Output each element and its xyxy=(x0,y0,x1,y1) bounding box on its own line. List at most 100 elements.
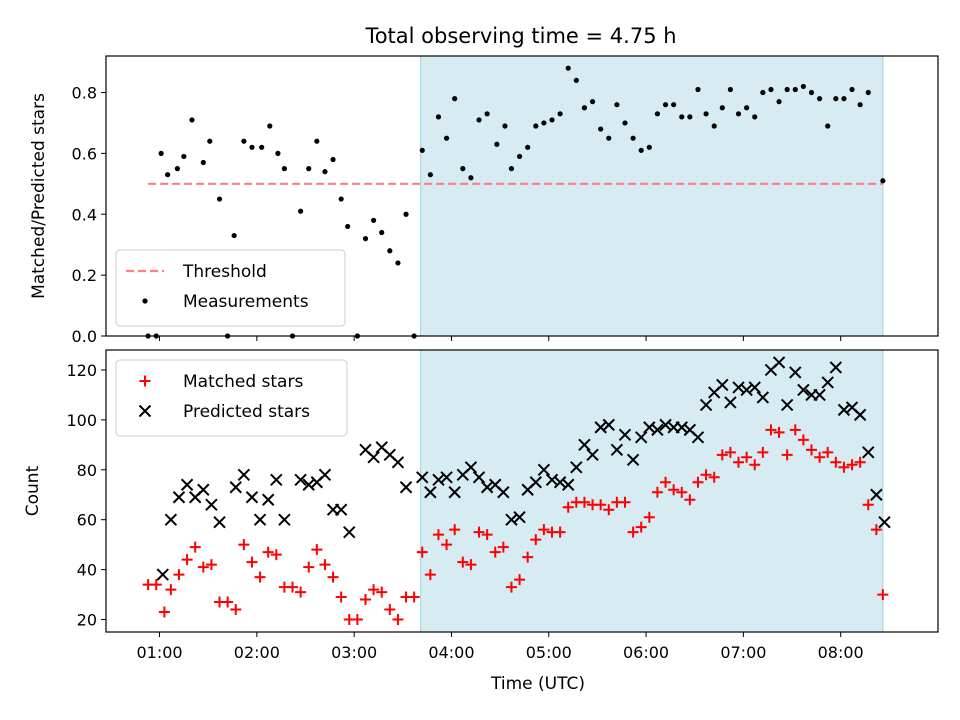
legend-handle-matched xyxy=(139,375,151,387)
y-tick-label: 0.2 xyxy=(72,266,97,285)
data-point xyxy=(508,166,515,172)
data-point xyxy=(870,488,883,501)
data-point xyxy=(800,83,806,90)
x-tick-label: 02:00 xyxy=(234,643,280,662)
data-point xyxy=(805,444,817,456)
data-point xyxy=(222,596,234,608)
data-point xyxy=(691,431,705,444)
data-point xyxy=(854,456,866,468)
data-point xyxy=(878,515,891,529)
data-point xyxy=(727,86,734,93)
data-point xyxy=(735,111,742,117)
data-point xyxy=(853,408,867,422)
data-point xyxy=(448,486,461,499)
data-point xyxy=(606,135,612,141)
data-point xyxy=(343,525,356,539)
data-point xyxy=(237,468,251,481)
data-point xyxy=(744,105,750,111)
data-point xyxy=(838,461,850,473)
x-axis-label: Time (UTC) xyxy=(490,674,585,694)
data-point xyxy=(502,123,508,129)
data-point xyxy=(825,123,831,129)
data-point xyxy=(476,117,482,123)
data-point xyxy=(338,196,344,202)
data-point xyxy=(817,96,823,102)
data-point xyxy=(813,388,826,402)
data-point xyxy=(627,526,639,538)
data-point xyxy=(679,114,685,120)
data-point xyxy=(522,551,534,563)
data-point xyxy=(181,153,187,160)
data-point xyxy=(403,211,409,217)
data-point xyxy=(578,438,591,452)
data-point xyxy=(484,111,490,117)
data-point xyxy=(387,248,393,254)
figure-title: Total observing time = 4.75 h xyxy=(364,24,676,48)
data-point xyxy=(724,396,737,409)
series-matched-stars xyxy=(142,424,889,626)
data-point xyxy=(419,147,425,153)
data-point xyxy=(457,556,469,568)
data-point xyxy=(262,546,274,558)
data-point xyxy=(716,378,729,392)
data-point xyxy=(752,114,758,120)
data-point xyxy=(189,541,201,553)
data-point xyxy=(497,486,510,499)
data-point xyxy=(692,476,704,488)
data-point xyxy=(173,569,185,581)
data-point xyxy=(545,473,559,486)
data-point xyxy=(295,586,307,598)
data-point xyxy=(197,483,210,496)
data-point xyxy=(303,561,315,573)
data-point xyxy=(384,604,396,616)
legend: Threshold Measurements xyxy=(115,249,346,327)
data-point xyxy=(626,453,640,467)
y-tick-label: 0.6 xyxy=(72,144,97,163)
data-point xyxy=(638,147,644,153)
data-point xyxy=(529,476,542,489)
x-tick-label: 08:00 xyxy=(818,643,864,662)
legend: Matched stars Predicted stars xyxy=(115,359,348,437)
data-point xyxy=(602,418,615,432)
series-measurements xyxy=(145,65,886,339)
data-point xyxy=(465,559,477,571)
data-point xyxy=(554,526,566,538)
data-point xyxy=(772,356,786,369)
data-point xyxy=(298,208,304,214)
data-point xyxy=(684,494,696,506)
data-point xyxy=(392,614,404,626)
data-point xyxy=(776,99,782,105)
data-point xyxy=(516,153,523,160)
data-point xyxy=(379,229,385,236)
data-point xyxy=(865,89,871,96)
data-point xyxy=(789,424,801,436)
data-point xyxy=(327,571,339,583)
y-axis-label: Count xyxy=(23,465,43,516)
data-point xyxy=(538,524,550,536)
data-point xyxy=(562,501,574,513)
data-point xyxy=(741,451,753,463)
data-point xyxy=(797,434,809,446)
data-point xyxy=(245,491,259,504)
legend-label: Measurements xyxy=(183,292,309,312)
data-point xyxy=(335,591,347,603)
data-point xyxy=(589,99,596,105)
data-point xyxy=(708,471,720,483)
data-point xyxy=(833,96,839,102)
data-point xyxy=(768,86,774,93)
data-point xyxy=(541,120,547,126)
top-panel-ratio: 0.0 0.2 0.4 0.6 0.8 Matched/Predicted stars Th… xyxy=(29,55,939,346)
data-point xyxy=(270,473,283,486)
data-point xyxy=(841,96,847,102)
data-point xyxy=(395,260,401,266)
y-tick-label: 0.8 xyxy=(72,84,97,103)
data-point xyxy=(765,424,777,436)
data-point xyxy=(610,443,624,457)
data-point xyxy=(646,144,652,150)
data-point xyxy=(231,232,237,239)
data-point xyxy=(156,568,169,581)
data-point xyxy=(472,471,486,484)
data-point xyxy=(533,123,539,129)
data-point xyxy=(792,86,798,93)
data-point xyxy=(849,86,855,93)
